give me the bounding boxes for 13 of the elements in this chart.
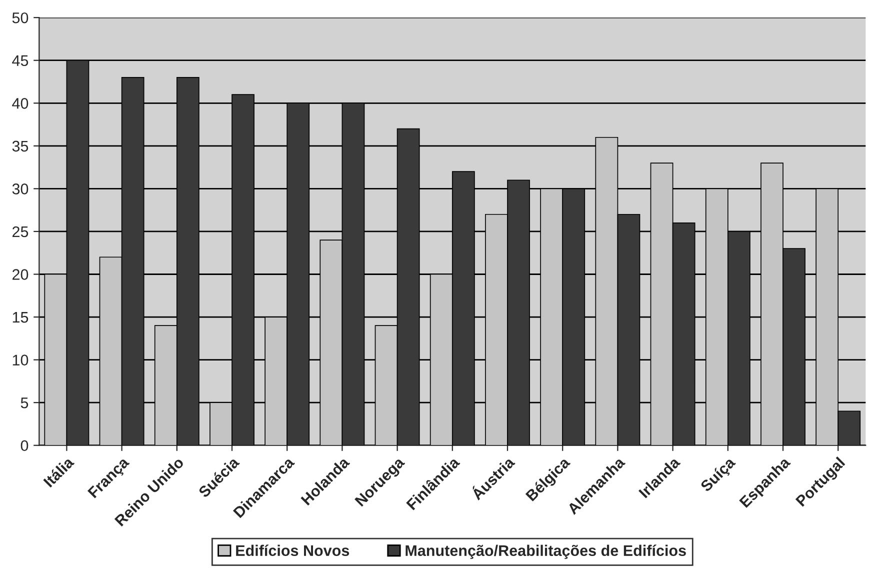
y-tick-label: 0 bbox=[20, 440, 28, 452]
y-tick-label: 35 bbox=[12, 140, 28, 152]
y-tick-label: 45 bbox=[12, 55, 28, 66]
y-tick-label: 25 bbox=[12, 226, 28, 238]
y-tick-label: 50 bbox=[12, 12, 28, 24]
legend-label: Manutenção/Reabilitações de Edifícios bbox=[406, 544, 686, 560]
y-tick-label: 20 bbox=[12, 269, 28, 280]
y-tick-label: 5 bbox=[20, 398, 28, 408]
y-tick-label: 40 bbox=[12, 98, 28, 109]
y-tick-label: 10 bbox=[12, 354, 28, 366]
y-tick-label: 15 bbox=[12, 312, 28, 323]
legend-label: Edifícios Novos bbox=[236, 544, 350, 556]
y-tick-label: 30 bbox=[12, 184, 28, 194]
